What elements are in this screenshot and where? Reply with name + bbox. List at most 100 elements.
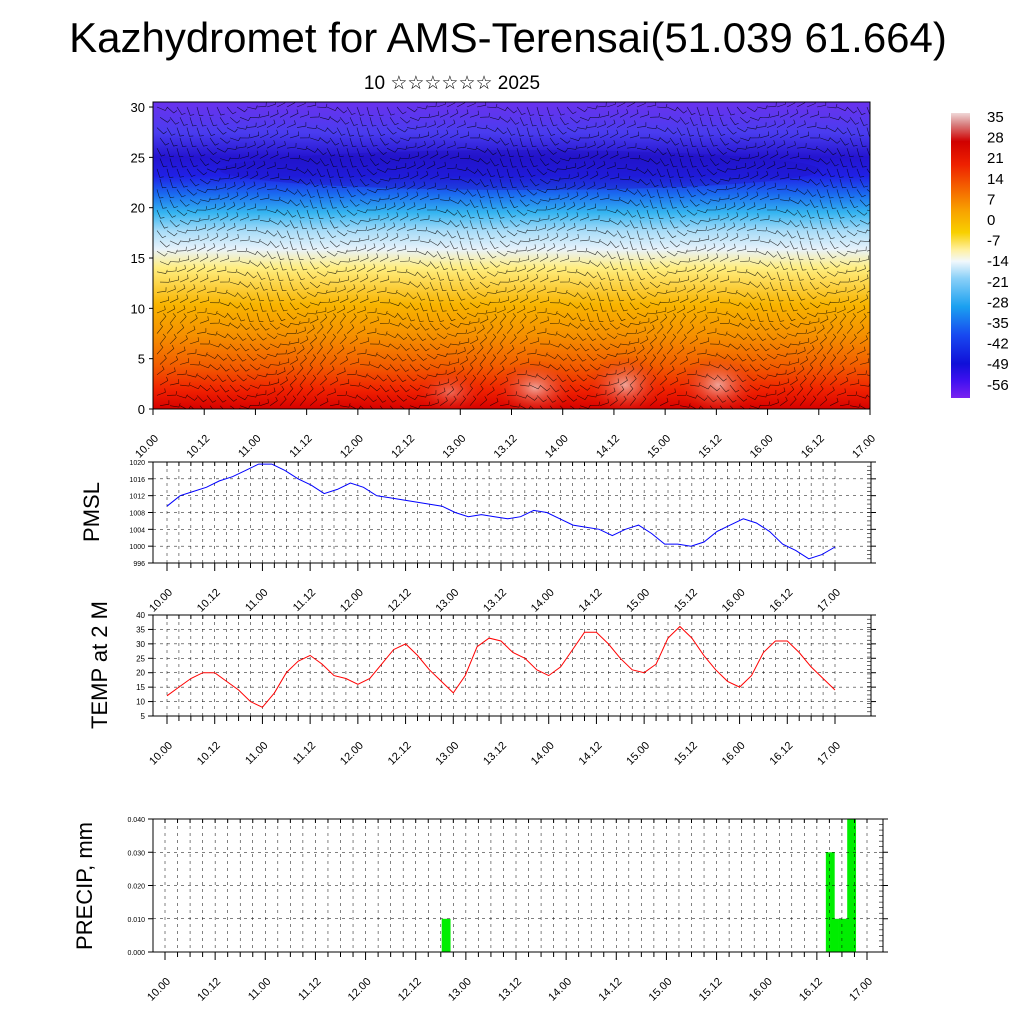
- wind-barb: [629, 178, 641, 184]
- wind-barb: [679, 275, 690, 283]
- wind-barb: [276, 141, 286, 149]
- wind-barb: [759, 131, 770, 139]
- wind-barb: [536, 285, 546, 293]
- wind-barb: [639, 374, 646, 386]
- wind-barb: [369, 117, 377, 127]
- wind-barb: [426, 120, 436, 128]
- wind-barb: [719, 117, 728, 126]
- wind-barb: [539, 117, 547, 127]
- wind-barb: [826, 307, 837, 314]
- wind-barb: [656, 251, 667, 259]
- wind-barb: [566, 292, 578, 297]
- wind-barb: [289, 261, 297, 271]
- wind-barb: [289, 338, 300, 345]
- wind-barb: [239, 213, 249, 221]
- wind-barb: [209, 275, 219, 283]
- wind-barb: [486, 168, 495, 178]
- wind-barb: [486, 307, 497, 314]
- wind-barb: [236, 181, 246, 190]
- wind-barb: [186, 226, 197, 231]
- wind-barb: [376, 331, 388, 336]
- wind-barb: [859, 117, 868, 126]
- wind-barb: [516, 229, 528, 234]
- wind-barb: [719, 343, 731, 348]
- wind-barb: [679, 258, 691, 263]
- wind-barb: [656, 230, 665, 240]
- wind-barb: [326, 344, 334, 355]
- wind-barb: [179, 117, 188, 126]
- x-tick-label: 10.00: [147, 587, 175, 615]
- wind-barb: [349, 294, 359, 303]
- wind-barb: [616, 187, 628, 193]
- wind-barb: [529, 361, 541, 366]
- wind-barb: [586, 140, 596, 149]
- wind-barb: [766, 230, 778, 235]
- wind-barb: [736, 162, 747, 170]
- precip-bar: [838, 918, 844, 953]
- wind-barb: [566, 106, 577, 115]
- wind-barb: [309, 281, 321, 289]
- wind-barb: [479, 178, 489, 188]
- wind-barb: [639, 199, 649, 208]
- wind-barb: [696, 226, 707, 231]
- wind-barb: [279, 220, 290, 228]
- wind-barb: [816, 147, 828, 153]
- wind-barb: [199, 274, 209, 283]
- wind-barb: [809, 240, 817, 250]
- wind-barb: [779, 240, 790, 249]
- wind-barb: [209, 343, 221, 348]
- wind-barb: [626, 102, 636, 108]
- wind-barb: [806, 168, 818, 174]
- wind-barb: [809, 317, 820, 324]
- wind-barb: [649, 334, 657, 345]
- wind-barb: [586, 271, 597, 279]
- wind-barb: [616, 332, 628, 337]
- x-tick-label: 12.12: [386, 587, 414, 615]
- wind-barb: [709, 233, 719, 242]
- wind-barb: [799, 320, 811, 326]
- wind-barb: [316, 230, 325, 240]
- wind-barb: [239, 235, 250, 242]
- wind-barb: [586, 203, 597, 211]
- wind-barb: [446, 209, 458, 216]
- wind-barb: [276, 119, 286, 128]
- wind-barb: [449, 240, 458, 250]
- wind-barb: [546, 243, 556, 252]
- wind-barb: [216, 222, 226, 231]
- wind-barb: [846, 189, 855, 199]
- wind-barb: [259, 171, 269, 180]
- wind-barb: [689, 220, 701, 225]
- wind-barb: [496, 106, 508, 111]
- x-tick-label: 11.12: [296, 976, 323, 1003]
- wind-barb: [686, 346, 696, 355]
- wind-barb: [369, 137, 378, 147]
- wind-barb: [416, 122, 427, 128]
- wind-barb: [656, 307, 667, 314]
- wind-barb: [166, 391, 177, 396]
- wind-barb: [479, 199, 488, 209]
- wind-barb: [756, 105, 768, 110]
- wind-barb: [356, 244, 366, 252]
- wind-barb: [639, 158, 651, 163]
- wind-barb: [509, 258, 521, 263]
- x-tick-label: 10.12: [195, 740, 223, 768]
- wind-barb: [429, 398, 439, 406]
- wind-barb: [429, 302, 437, 312]
- wind-barb: [566, 127, 578, 133]
- wind-barb: [196, 263, 206, 273]
- wind-barb: [686, 189, 696, 198]
- wind-barb: [206, 395, 217, 403]
- wind-barb: [839, 333, 847, 345]
- wind-barb: [319, 375, 327, 386]
- wind-barb: [836, 305, 846, 314]
- wind-barb: [256, 390, 267, 396]
- wind-barb: [466, 345, 475, 355]
- wind-barb: [549, 275, 560, 283]
- wind-barb: [306, 209, 314, 219]
- wind-barb: [216, 312, 228, 318]
- wind-barb: [516, 305, 526, 314]
- wind-barb: [299, 240, 307, 250]
- wind-barb: [769, 240, 781, 246]
- wind-barb: [169, 355, 179, 365]
- wind-barb: [476, 251, 485, 260]
